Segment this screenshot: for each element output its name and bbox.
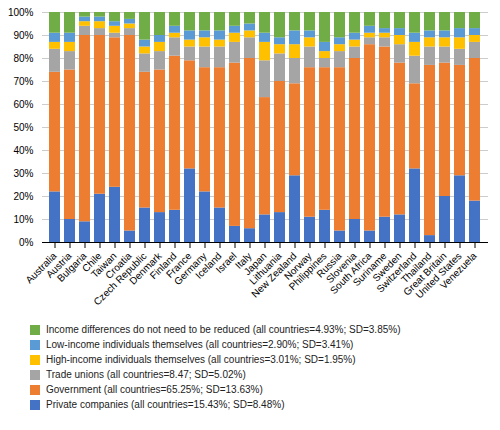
svg-text:Venezuela: Venezuela [438,250,479,291]
svg-text:Thailand: Thailand [398,250,434,286]
svg-text:90%: 90% [13,30,33,41]
svg-text:Norway: Norway [281,250,314,282]
svg-text:New Zealand: New Zealand [249,250,299,300]
svg-text:80%: 80% [13,53,33,64]
svg-text:40%: 40% [13,145,33,156]
svg-text:Philippines: Philippines [286,250,329,293]
html-text:Trade unions (all countries=8.: Trade unions (all countries=8.47; SD=5.0… [46,369,246,380]
svg-text:Switzerland: Switzerland [374,250,419,295]
svg-text:South Africa: South Africa [327,250,374,297]
svg-text:Croatia: Croatia [103,250,134,281]
svg-text:Taiwan: Taiwan [88,250,119,280]
svg-text:Australia: Australia [23,250,59,286]
svg-text:30%: 30% [13,168,33,179]
svg-text:60%: 60% [13,99,33,110]
html-text:Government (all countries=65.2: Government (all countries=65.25%; SD=13.… [46,384,263,395]
svg-text:100%: 100% [8,7,34,18]
svg-text:Italy: Italy [232,250,254,271]
svg-text:Japan: Japan [241,250,269,278]
svg-text:France: France [163,250,194,280]
svg-text:Slovenia: Slovenia [323,250,359,286]
svg-text:Russia: Russia [314,250,344,280]
html-text:Private companies (all countri: Private companies (all countries=15.43%;… [46,399,285,410]
svg-text:Czech Republic: Czech Republic [91,250,149,308]
svg-text:Germany: Germany [171,250,209,288]
svg-text:10%: 10% [13,214,33,225]
html-text:High-income individuals themse: High-income individuals themselves (all … [46,354,356,365]
svg-text:United States: United States [413,250,464,301]
svg-text:Bulgaria: Bulgaria [54,250,89,284]
svg-text:Israel: Israel [213,250,239,276]
svg-text:70%: 70% [13,76,33,87]
svg-text:50%: 50% [13,122,33,133]
svg-text:0%: 0% [19,237,34,248]
svg-text:20%: 20% [13,191,33,202]
svg-text:Denmark: Denmark [127,250,164,287]
html-text:Low-income individuals themsel: Low-income individuals themselves (all c… [46,339,354,350]
svg-text:Great Britain: Great Britain [401,250,449,298]
svg-text:Lithuania: Lithuania [247,250,284,287]
svg-text:Sweden: Sweden [370,250,404,284]
svg-text:Finland: Finland [147,250,179,282]
svg-text:Chile: Chile [79,250,104,275]
html-text:Income differences do not need: Income differences do not need to be red… [46,324,401,335]
svg-text:Suriname: Suriname [350,250,389,289]
svg-text:Austria: Austria [43,250,74,280]
svg-text:Iceland: Iceland [193,250,224,281]
